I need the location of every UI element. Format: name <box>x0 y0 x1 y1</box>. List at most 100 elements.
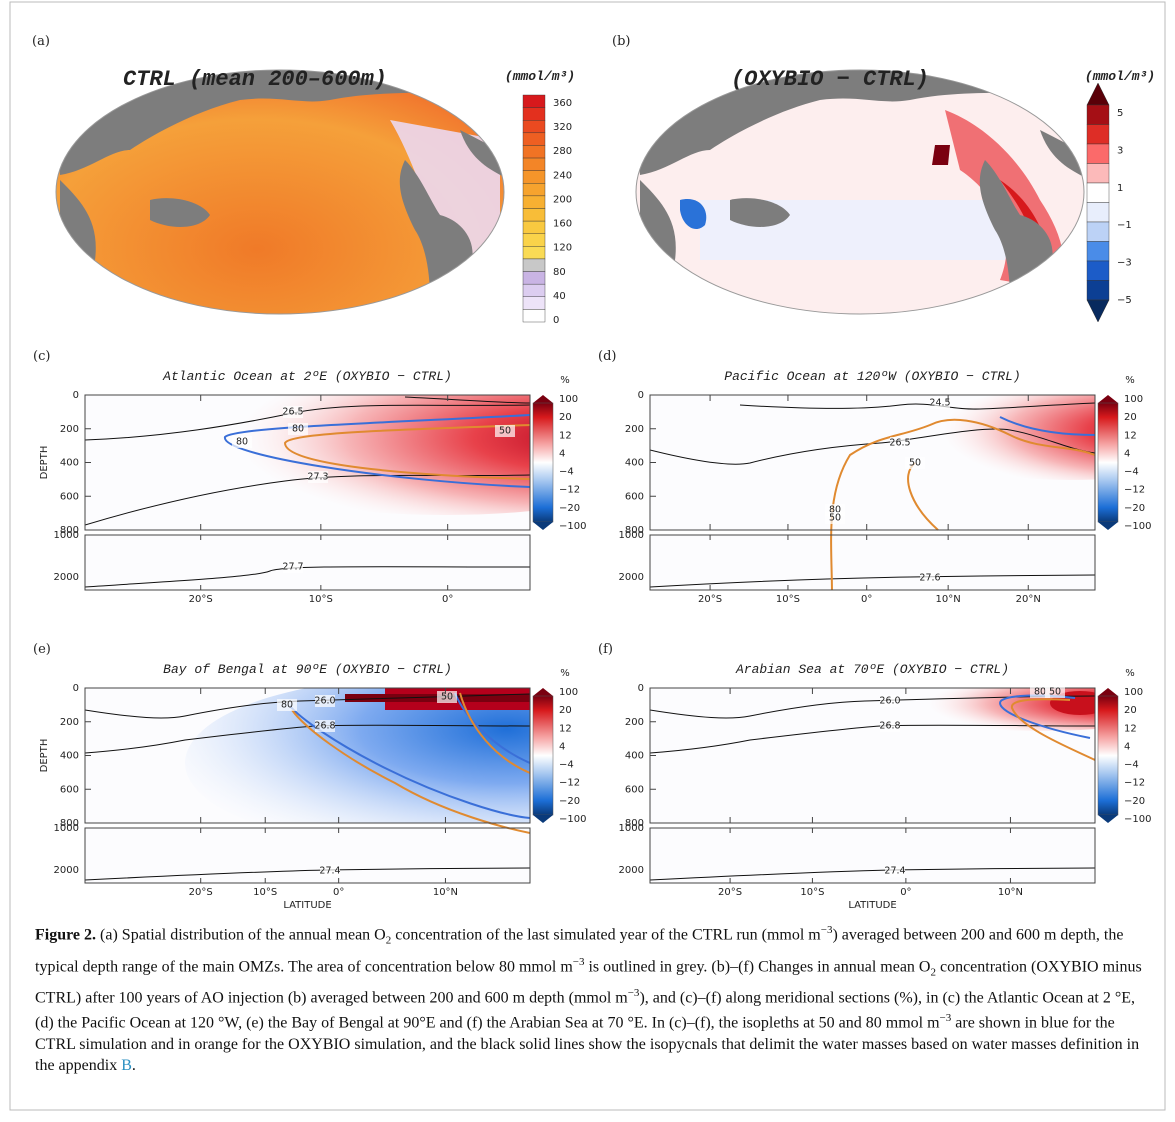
colorbar-segment <box>522 157 546 171</box>
colorbar-tick-label: 200 <box>553 194 572 205</box>
colorbar-tick-label: 40 <box>553 291 566 302</box>
contour-label-bg <box>880 720 900 732</box>
contour-label-bg <box>1045 686 1065 698</box>
isopycnal <box>650 695 1095 719</box>
caption-text: are shown in blue for the CTRL simulatio… <box>35 1014 1140 1074</box>
anomaly-field <box>910 395 1095 480</box>
contour-label: 50 <box>829 513 841 524</box>
y-tick-label: 400 <box>625 751 644 762</box>
x-tick-label: 20°S <box>189 887 213 898</box>
colorbar-arrow <box>533 815 553 823</box>
colorbar-arrow <box>1086 82 1110 106</box>
section-fill <box>185 395 530 515</box>
colorbar-tick-label: 100 <box>1124 394 1143 405</box>
colorbar-segment <box>522 208 546 222</box>
colorbar-tick-label: −12 <box>559 778 580 789</box>
colorbar-segment <box>1086 104 1110 125</box>
colorbar-arrow <box>1098 688 1118 696</box>
contour-label-bg <box>315 720 335 732</box>
y-tick-label: 0 <box>638 390 644 401</box>
caption-text: −3 <box>572 955 585 968</box>
colorbar-arrow <box>1086 299 1110 323</box>
y-tick-label: 600 <box>60 491 79 502</box>
colorbar-units: (mmol/m³) <box>505 69 575 84</box>
isopleth-oxybio <box>291 709 530 834</box>
x-tick-label: 10°S <box>800 887 824 898</box>
isopleth-ctrl <box>224 414 530 488</box>
colorbar <box>532 402 554 523</box>
x-tick-label: 20°S <box>718 887 742 898</box>
colorbar-segment <box>1086 124 1110 145</box>
y-tick-label: 400 <box>625 458 644 469</box>
colorbar-tick-label: 280 <box>553 146 572 157</box>
section-panel: (d) Pacific Ocean at 120ºW (OXYBIO − CTRL… <box>598 349 1151 613</box>
y-tick-label: 600 <box>625 784 644 795</box>
colorbar-arrow <box>533 395 553 403</box>
contour-label: 50 <box>909 458 921 469</box>
colorbar-tick-label: −5 <box>1117 295 1132 306</box>
section-fill <box>910 395 1095 480</box>
y-tick-label: 2000 <box>619 572 644 583</box>
y-axis-label: DEPTH <box>39 739 50 773</box>
colorbar-tick-label: −4 <box>1124 760 1139 771</box>
contour-label: 27.7 <box>282 562 303 573</box>
caption-text: ), and (c)–(f) along meridional sections… <box>35 989 1135 1032</box>
colorbar-segment <box>522 145 546 159</box>
plot-frame <box>649 827 1096 884</box>
colorbar-tick-label: 1 <box>1117 183 1123 194</box>
colorbar-tick-label: −12 <box>1124 778 1145 789</box>
colorbar-segment <box>522 195 546 209</box>
colorbar-tick-label: 320 <box>553 122 572 133</box>
isopycnal <box>85 724 530 754</box>
contours <box>85 396 530 588</box>
caption-text: ) averaged between 200 and 600 m depth, … <box>35 926 1124 975</box>
y-tick-label: 800 <box>60 525 79 536</box>
y-tick-label: 2000 <box>619 865 644 876</box>
colorbar-tick-label: −20 <box>559 503 580 514</box>
caption-text: . <box>131 1056 136 1074</box>
contour-label: 50 <box>1049 687 1061 698</box>
isopleth-oxybio <box>283 424 530 480</box>
contour-label: 26.0 <box>314 696 335 707</box>
y-tick-label: 1000 <box>54 530 79 541</box>
colorbar-segment <box>1086 202 1110 223</box>
caption-text: −3 <box>627 987 640 1000</box>
colorbar-tick-label: 240 <box>553 170 572 181</box>
colorbar-segment <box>1086 260 1110 281</box>
figure-frame <box>9 1 1166 1111</box>
panel-title: (OXYBIO − CTRL) <box>731 67 929 92</box>
panel-label: (a) <box>32 34 50 49</box>
colorbar-tick-label: −20 <box>559 796 580 807</box>
colorbar-segment <box>1086 280 1110 301</box>
contour-label-bg <box>437 691 457 703</box>
isopleth-oxybio <box>850 601 1095 613</box>
colorbar-tick-label: 4 <box>1124 448 1130 459</box>
section-panel: (e) Bay of Bengal at 90ºE (OXYBIO − CTRL)… <box>33 642 586 911</box>
colorbar-tick-label: 100 <box>1124 687 1143 698</box>
contour-label: 27.3 <box>307 472 328 483</box>
colorbar-tick-label: −4 <box>1124 467 1139 478</box>
contour-label-bg <box>283 561 303 573</box>
colorbar-tick-label: 12 <box>1124 430 1137 441</box>
appendix-link[interactable]: B <box>121 1056 132 1074</box>
y-axis-label: DEPTH <box>39 446 50 480</box>
caption-text: concentration (OXYBIO minus CTRL) after … <box>35 957 1142 1007</box>
y-tick-label: 0 <box>73 683 79 694</box>
x-tick-label: 0° <box>333 887 344 898</box>
isopycnal <box>650 428 1095 465</box>
colorbar-segment <box>1086 163 1110 184</box>
y-tick-label: 200 <box>60 717 79 728</box>
panel-label: (b) <box>612 34 630 49</box>
colorbar <box>1097 402 1119 523</box>
contour-label: 27.4 <box>319 866 340 877</box>
y-tick-label: 800 <box>625 818 644 829</box>
y-tick-label: 200 <box>625 424 644 435</box>
colorbar-units: % <box>1125 668 1135 679</box>
colorbar-tick-label: −12 <box>1124 485 1145 496</box>
x-tick-label: 0° <box>442 594 453 605</box>
panel-title: CTRL (mean 200–600m) <box>123 67 387 92</box>
isopleth-oxybio <box>1010 698 1095 761</box>
plot-area <box>85 828 530 883</box>
caption-text: 2 <box>930 966 936 979</box>
contour-label-bg <box>283 406 303 418</box>
